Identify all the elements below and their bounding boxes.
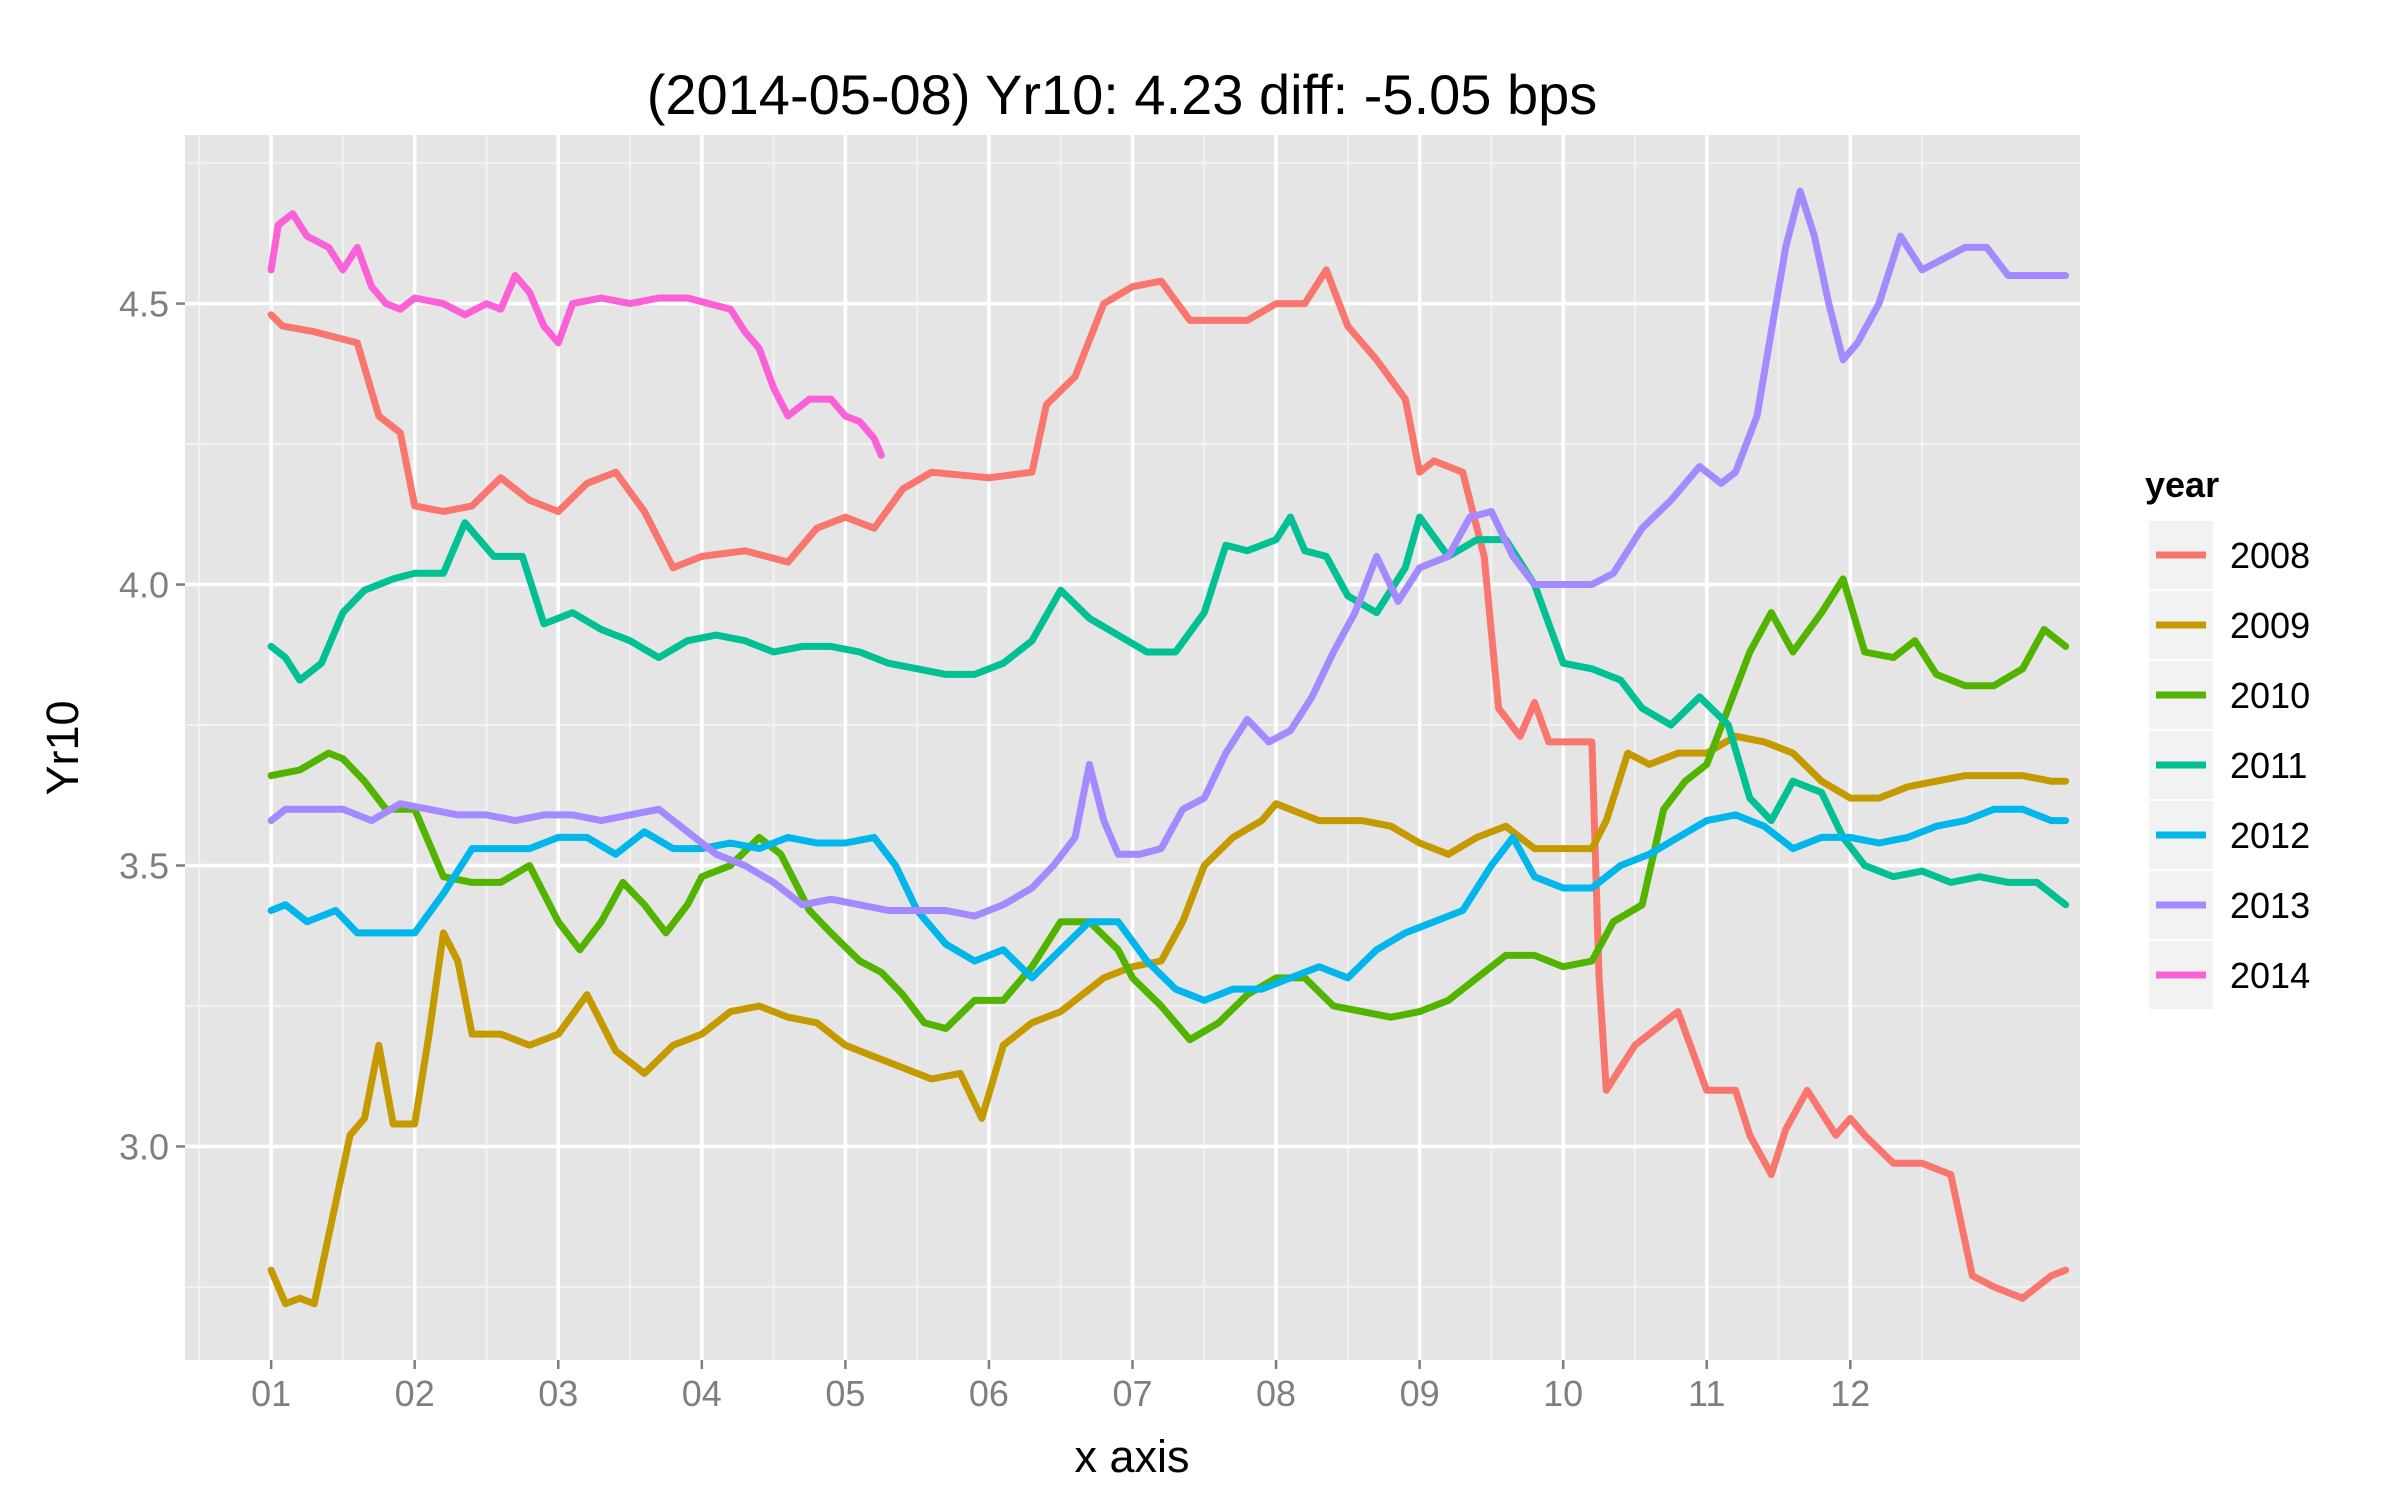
legend-label-2008: 2008 [2230, 535, 2310, 576]
x-tick-label: 01 [251, 1373, 291, 1414]
series-line-2011 [267, 513, 2070, 909]
x-tick-label: 06 [969, 1373, 1009, 1414]
legend-title: year [2145, 464, 2219, 505]
x-axis-ticks: 01 02 03 04 05 06 07 08 09 10 11 12 [251, 1360, 1870, 1414]
legend-label-2010: 2010 [2230, 675, 2310, 716]
legend-label-2009: 2009 [2230, 605, 2310, 646]
x-tick-label: 08 [1256, 1373, 1296, 1414]
x-tick-label: 10 [1543, 1373, 1583, 1414]
x-tick-label: 04 [682, 1373, 722, 1414]
series-line-2009 [267, 732, 2070, 1308]
series-line-2010 [267, 575, 2070, 1044]
x-tick-label: 02 [395, 1373, 435, 1414]
major-gridlines [185, 135, 2080, 1360]
x-axis-title: x axis [1074, 1431, 1189, 1482]
series-line-2012 [267, 805, 2070, 1004]
y-tick-label: 4.0 [119, 565, 169, 606]
x-tick-label: 03 [538, 1373, 578, 1414]
y-tick-label: 3.0 [119, 1126, 169, 1167]
x-tick-label: 11 [1688, 1373, 1725, 1414]
y-axis-ticks: 3.0 3.5 4.0 4.5 [119, 284, 185, 1167]
legend-label-2014: 2014 [2230, 955, 2310, 996]
series-line-2008 [267, 266, 2070, 1302]
legend-label-2013: 2013 [2230, 885, 2310, 926]
series-lines [267, 187, 2070, 1308]
legend: year 2008 2009 2010 2011 2012 2013 2014 [2145, 464, 2310, 1011]
y-tick-label: 4.5 [119, 284, 169, 325]
series-line-2013 [267, 187, 2070, 920]
x-tick-label: 09 [1400, 1373, 1440, 1414]
x-tick-label: 05 [825, 1373, 865, 1414]
chart-title: (2014-05-08) Yr10: 4.23 diff: -5.05 bps [647, 63, 1598, 126]
legend-label-2011: 2011 [2230, 745, 2307, 786]
y-tick-label: 3.5 [119, 846, 169, 887]
series-line-2014 [267, 210, 885, 459]
x-tick-label: 12 [1830, 1373, 1870, 1414]
y-axis-title: Yr10 [37, 700, 88, 795]
x-tick-label: 07 [1112, 1373, 1152, 1414]
legend-label-2012: 2012 [2230, 815, 2310, 856]
